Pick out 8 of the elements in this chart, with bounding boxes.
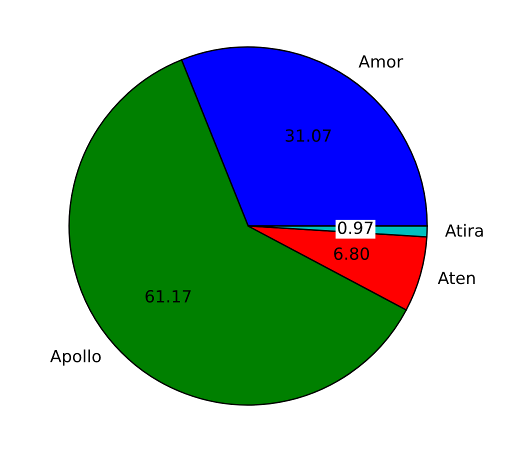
data-label: 6.80 bbox=[334, 247, 369, 260]
data-label: 61.17 bbox=[146, 290, 191, 303]
data-label: 31.07 bbox=[286, 129, 331, 142]
slice-label: Amor bbox=[358, 55, 404, 68]
data-label: 0.97 bbox=[338, 222, 373, 234]
slice-label: Aten bbox=[438, 272, 475, 284]
slice-label: Atira bbox=[445, 224, 483, 237]
slice-label: Apollo bbox=[50, 350, 101, 366]
